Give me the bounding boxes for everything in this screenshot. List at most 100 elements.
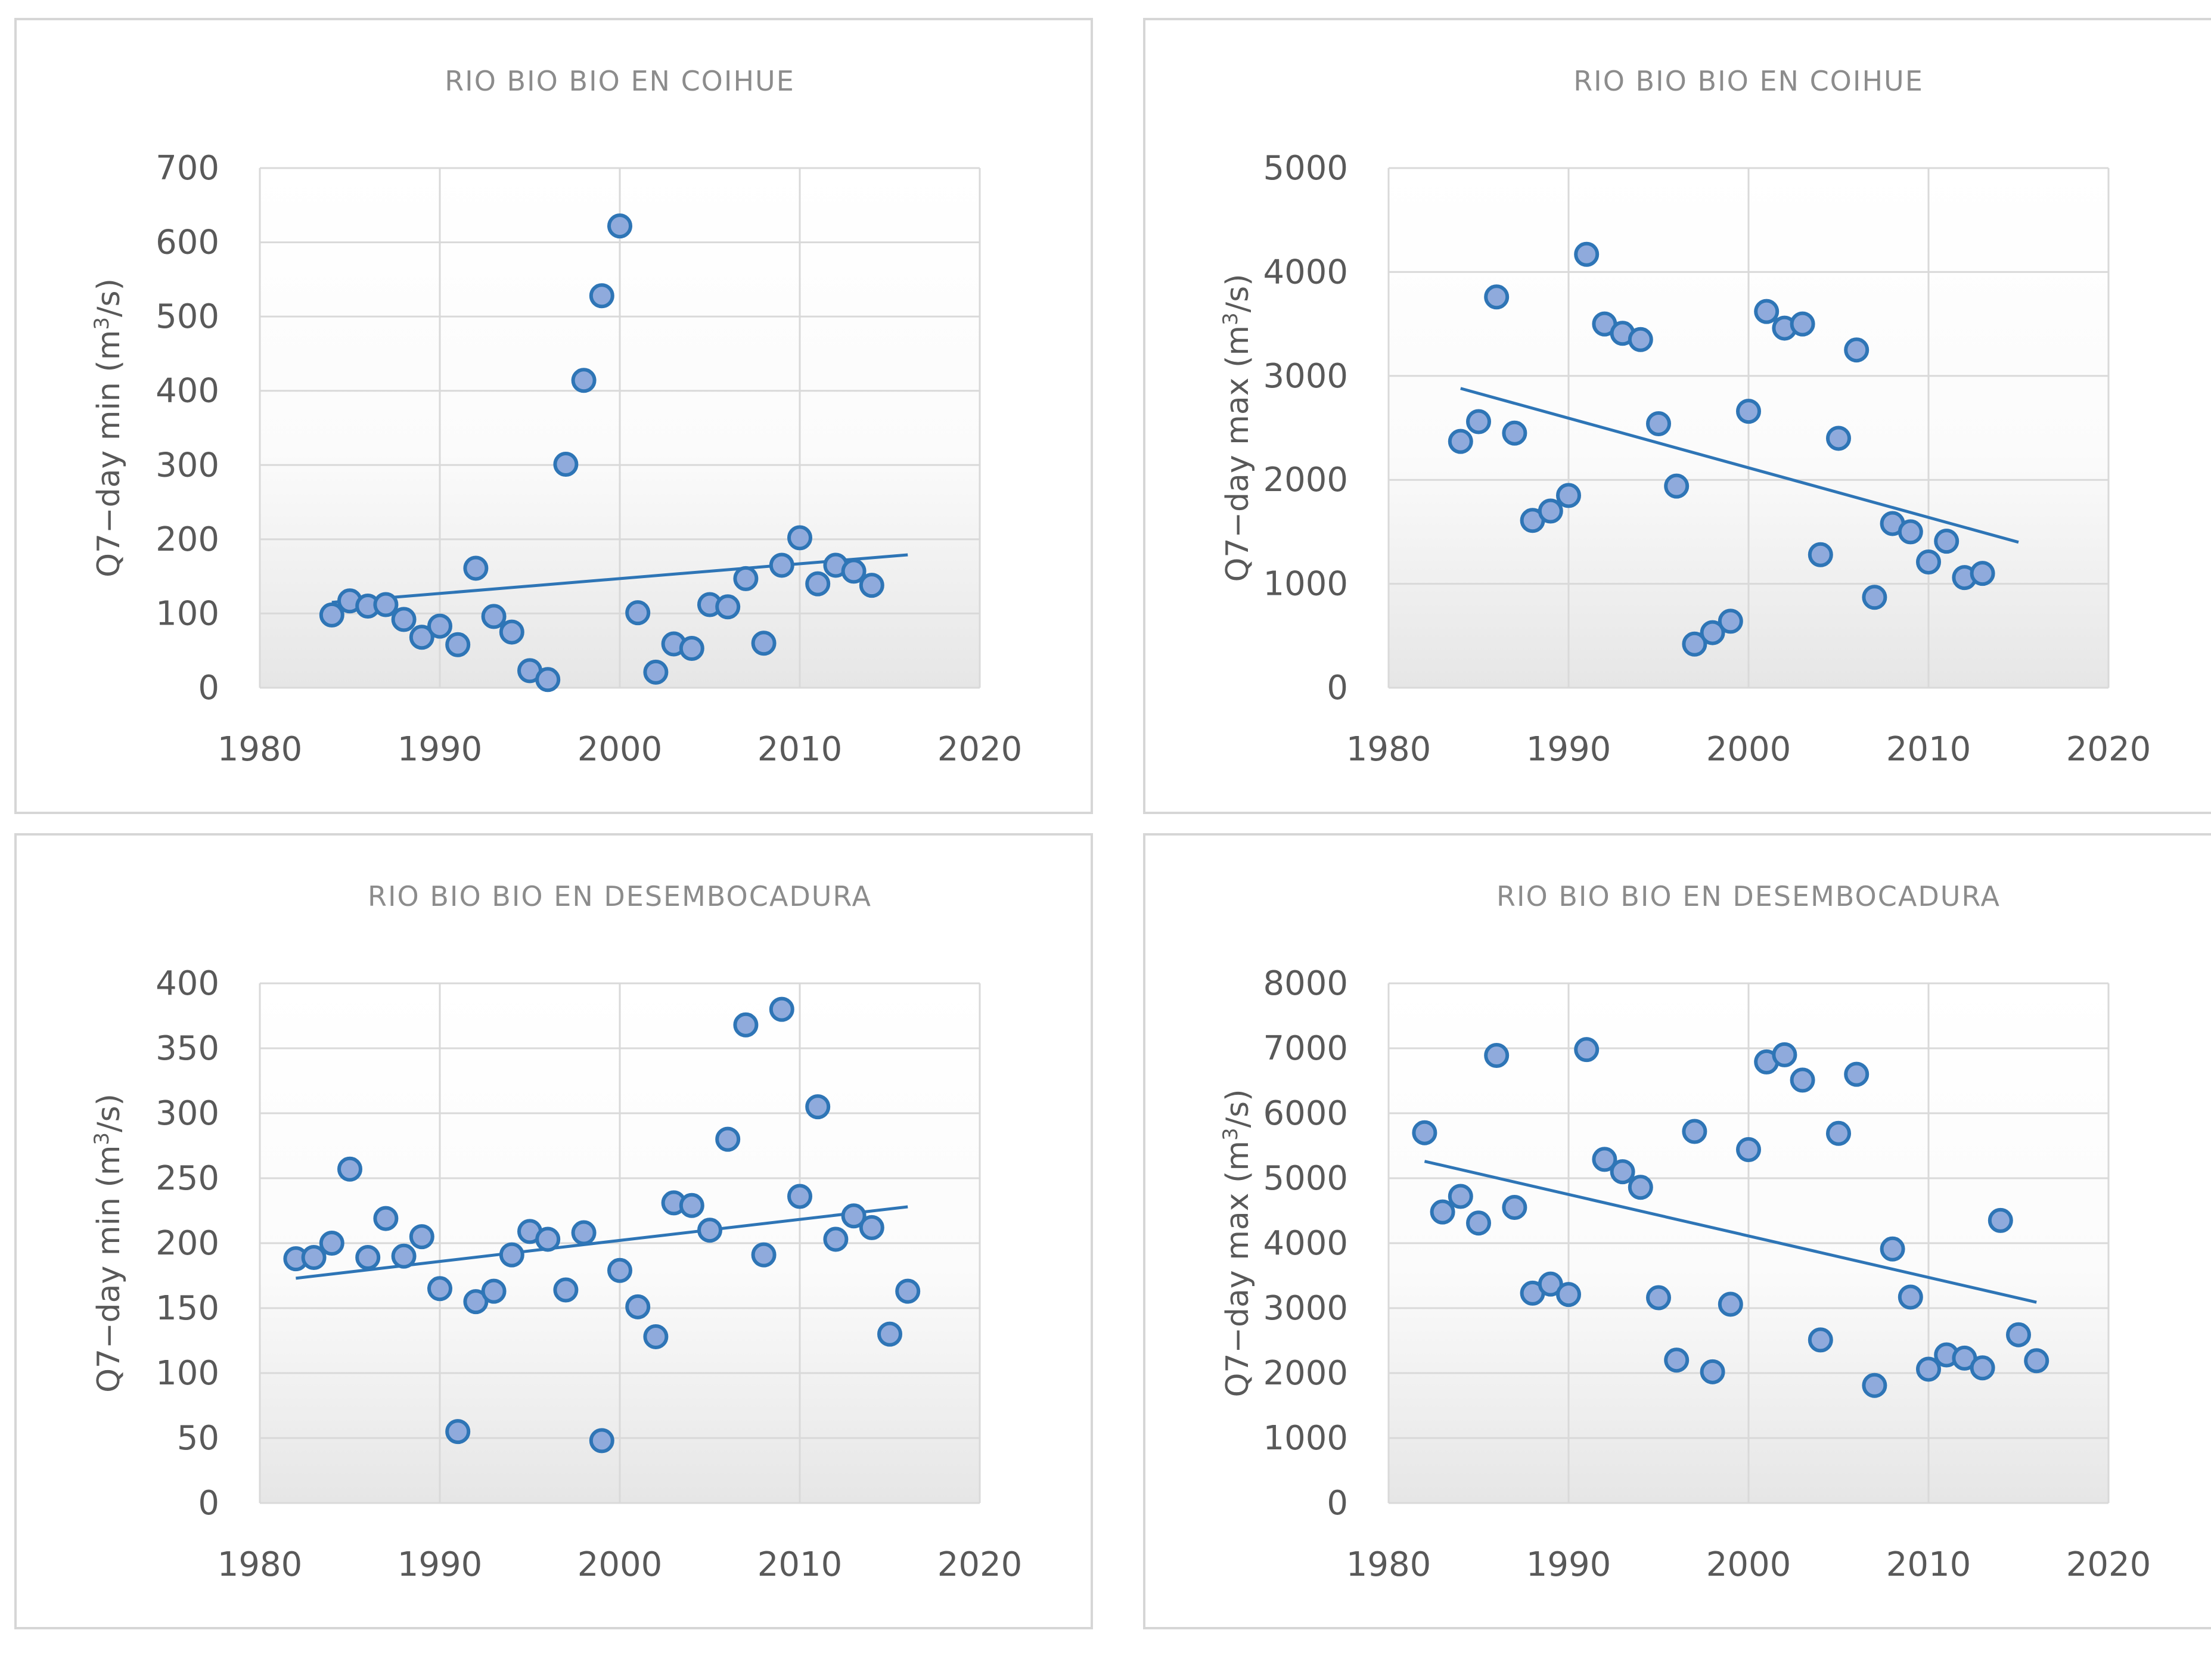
x-tick-label: 1980 xyxy=(218,730,303,769)
data-point xyxy=(643,659,669,685)
y-tick-label: 400 xyxy=(156,372,219,411)
data-point xyxy=(787,525,812,551)
data-point xyxy=(391,607,417,632)
y-tick-label: 700 xyxy=(156,149,219,188)
data-point xyxy=(1736,1137,1761,1163)
y-tick-label: 2000 xyxy=(1263,461,1348,499)
data-point xyxy=(715,594,741,620)
chart-svg: RIO BIO BIO EN DESEMBOCADURA 0 50 100 150 200… xyxy=(90,880,1022,1584)
data-point xyxy=(607,1257,632,1283)
x-tick-label: 2000 xyxy=(577,1545,663,1584)
data-point xyxy=(463,555,489,581)
data-point xyxy=(769,552,794,578)
data-point xyxy=(607,213,632,239)
data-point xyxy=(1574,1037,1600,1063)
data-point xyxy=(877,1321,902,1347)
data-point xyxy=(1790,1067,1815,1093)
data-point xyxy=(1970,561,1995,586)
data-point xyxy=(823,1226,849,1252)
chart-svg: RIO BIO BIO EN COIHUE 0 1000 2000 3000 4000 50… xyxy=(1219,65,2151,769)
data-point xyxy=(1916,1356,1941,1382)
x-tick-label: 1980 xyxy=(1346,1545,1431,1584)
y-axis-label: Q7−day max (m3/s) xyxy=(1219,274,1256,582)
data-point xyxy=(1628,1175,1653,1200)
data-point xyxy=(1826,426,1851,451)
y-tick-label: 0 xyxy=(1327,669,1348,707)
data-point xyxy=(1862,585,1887,610)
x-tick-label: 2010 xyxy=(757,1545,843,1584)
data-point xyxy=(679,635,704,661)
data-point xyxy=(571,1220,597,1246)
data-point xyxy=(1412,1120,1437,1145)
data-point xyxy=(1988,1207,2013,1233)
data-point xyxy=(1664,1347,1690,1373)
chart-title: RIO BIO BIO EN COIHUE xyxy=(445,65,795,97)
data-point xyxy=(319,1231,344,1256)
data-point xyxy=(1592,1147,1617,1172)
data-point xyxy=(553,452,579,477)
data-point xyxy=(427,613,452,639)
y-tick-label: 6000 xyxy=(1263,1094,1348,1133)
y-tick-label: 250 xyxy=(156,1159,219,1198)
data-point xyxy=(1934,529,1960,554)
data-point xyxy=(859,1215,884,1240)
data-point xyxy=(1502,1195,1527,1221)
x-tick-label: 2010 xyxy=(1886,730,1971,769)
y-tick-label: 200 xyxy=(156,1224,219,1263)
data-point xyxy=(319,602,344,628)
chart-svg: RIO BIO BIO EN COIHUE 0 100 200 300 400 500 600… xyxy=(90,65,1022,769)
chart-title: RIO BIO BIO EN DESEMBOCADURA xyxy=(368,880,872,912)
chart-svg: RIO BIO BIO EN DESEMBOCADURA 0 1000 2000 300… xyxy=(1219,880,2151,1584)
data-point xyxy=(1448,1184,1473,1209)
data-point xyxy=(625,1294,651,1319)
data-point xyxy=(1466,1210,1491,1236)
x-tick-label: 1990 xyxy=(1526,1545,1611,1584)
x-tick-label: 1990 xyxy=(1526,730,1611,769)
data-point xyxy=(1502,420,1527,446)
data-point xyxy=(751,631,777,656)
y-tick-label: 0 xyxy=(1327,1484,1348,1523)
data-point xyxy=(1574,241,1600,267)
data-point xyxy=(2006,1322,2031,1347)
data-point xyxy=(2024,1348,2049,1374)
y-tick-label: 1000 xyxy=(1263,565,1348,604)
data-point xyxy=(589,283,614,309)
data-point xyxy=(373,592,399,617)
data-point xyxy=(373,1206,399,1231)
y-tick-label: 100 xyxy=(156,594,219,633)
data-point xyxy=(445,632,471,657)
data-point xyxy=(337,1156,362,1182)
y-tick-label: 0 xyxy=(198,669,219,707)
x-tick-label: 1990 xyxy=(398,730,483,769)
data-point xyxy=(1736,399,1761,424)
x-tick-label: 1980 xyxy=(218,1545,303,1584)
data-point xyxy=(301,1244,327,1270)
data-point xyxy=(481,1278,507,1304)
data-point xyxy=(1808,542,1833,567)
data-point xyxy=(1610,1159,1635,1185)
y-tick-label: 600 xyxy=(156,223,219,262)
data-point xyxy=(895,1278,921,1304)
data-point xyxy=(859,573,884,598)
y-tick-label: 400 xyxy=(156,964,219,1003)
x-tick-label: 2000 xyxy=(577,730,663,769)
data-point xyxy=(1772,1042,1797,1067)
data-point xyxy=(1448,428,1473,454)
data-point xyxy=(553,1277,579,1303)
data-point xyxy=(1466,409,1491,434)
data-point xyxy=(1556,1282,1581,1308)
chart-title: RIO BIO BIO EN DESEMBOCADURA xyxy=(1496,880,2001,912)
data-point xyxy=(463,1289,489,1315)
data-point xyxy=(841,558,867,584)
data-point xyxy=(355,1244,381,1270)
x-tick-label: 2010 xyxy=(757,730,843,769)
y-axis-label: Q7−day min (m3/s) xyxy=(90,278,127,577)
y-tick-label: 8000 xyxy=(1263,964,1348,1003)
x-tick-label: 2010 xyxy=(1886,1545,1971,1584)
y-tick-label: 1000 xyxy=(1263,1419,1348,1458)
y-tick-label: 350 xyxy=(156,1029,219,1068)
y-tick-label: 50 xyxy=(177,1419,219,1458)
y-tick-label: 4000 xyxy=(1263,253,1348,291)
data-point xyxy=(391,1243,417,1269)
data-point xyxy=(1898,519,1923,545)
